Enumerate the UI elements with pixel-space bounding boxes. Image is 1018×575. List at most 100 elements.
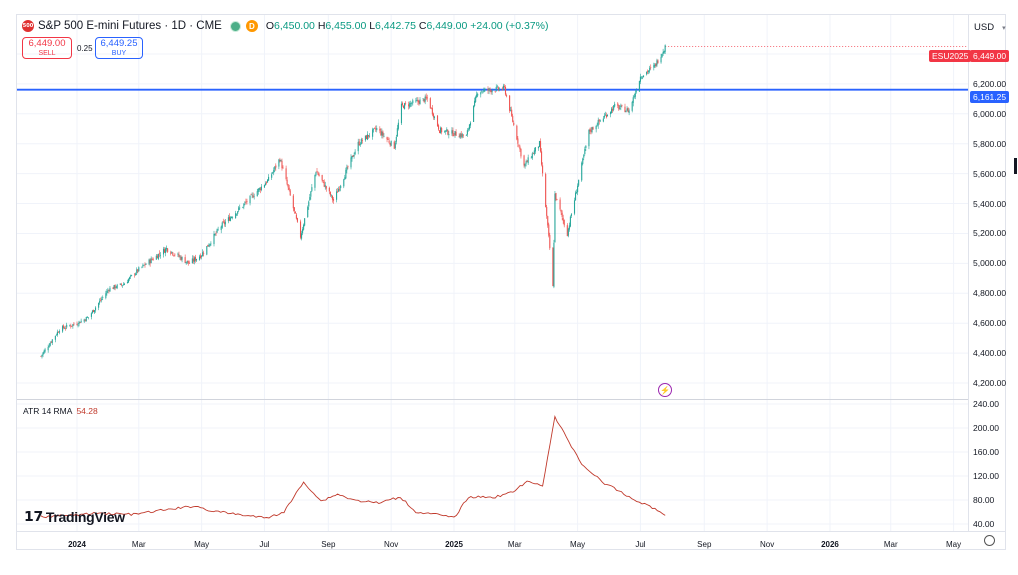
candle-body bbox=[531, 153, 533, 159]
candle-body bbox=[581, 162, 583, 181]
candle-body bbox=[653, 65, 655, 68]
time-axis-label: 2025 bbox=[445, 540, 463, 549]
candle-body bbox=[462, 134, 464, 136]
candle-body bbox=[650, 67, 652, 68]
candle-body bbox=[214, 233, 216, 235]
candle-body bbox=[251, 194, 253, 196]
candle-body bbox=[640, 77, 643, 79]
candle-body bbox=[69, 325, 71, 327]
candle-body bbox=[187, 260, 189, 264]
currency-selector[interactable]: USD ▾ bbox=[974, 22, 1006, 33]
candle-body bbox=[409, 102, 411, 108]
candle-body bbox=[170, 252, 172, 254]
candle-body bbox=[149, 259, 151, 264]
candle-body bbox=[236, 213, 238, 215]
lightning-icon[interactable]: ⚡ bbox=[658, 383, 672, 397]
price-axis-label: 5,200.00 bbox=[973, 228, 1007, 239]
candle-body bbox=[267, 179, 269, 183]
settings-icon[interactable] bbox=[984, 535, 995, 546]
candle-body bbox=[122, 284, 124, 286]
candle-body bbox=[537, 146, 540, 149]
candle-body bbox=[258, 188, 260, 190]
candle-body bbox=[584, 149, 586, 155]
candle-body bbox=[548, 224, 550, 236]
candle-body bbox=[613, 105, 615, 110]
candle-body bbox=[574, 192, 577, 201]
candle-body bbox=[109, 287, 111, 292]
price-axis-label: 6,200.00 bbox=[973, 78, 1007, 89]
candle-body bbox=[460, 133, 462, 137]
candle-body bbox=[304, 218, 306, 226]
symbol-title[interactable]: S&P 500 E-mini Futures · 1D · CME bbox=[38, 20, 222, 32]
sell-button[interactable]: 6,449.00 SELL bbox=[22, 37, 72, 59]
candle-body bbox=[381, 131, 383, 136]
candle-body bbox=[263, 184, 266, 188]
candle-body bbox=[405, 102, 407, 104]
tradingview-logo[interactable]: 𝟭𝟳 TradingView bbox=[24, 508, 125, 525]
candle-body bbox=[40, 356, 42, 357]
candle-body bbox=[93, 310, 96, 313]
candle-body bbox=[496, 86, 498, 88]
time-axis-label: Jul bbox=[635, 540, 646, 549]
candle-body bbox=[361, 140, 363, 141]
candle-body bbox=[465, 135, 467, 136]
atr-legend[interactable]: ATR 14 RMA 54.28 bbox=[23, 406, 98, 416]
candle-body bbox=[100, 300, 102, 301]
candle-body bbox=[238, 207, 240, 211]
candle-body bbox=[345, 169, 347, 179]
time-axis-label: May bbox=[946, 540, 962, 549]
time-axis-label: Nov bbox=[760, 540, 775, 549]
candle-body bbox=[360, 138, 362, 145]
candle-body bbox=[649, 67, 651, 71]
candle-body bbox=[475, 97, 477, 102]
price-axis-label: 4,200.00 bbox=[973, 378, 1007, 389]
candle-body bbox=[347, 166, 349, 168]
candle-body bbox=[92, 309, 95, 313]
candle-body bbox=[215, 233, 217, 234]
candle-body bbox=[337, 191, 339, 193]
candle-body bbox=[162, 248, 165, 255]
buy-button[interactable]: 6,449.25 BUY bbox=[95, 37, 143, 59]
candle-body bbox=[432, 113, 434, 118]
candle-body bbox=[618, 105, 620, 110]
candle-body bbox=[526, 161, 528, 163]
candle-body bbox=[309, 197, 311, 201]
tradingview-logo-text: TradingView bbox=[45, 508, 125, 525]
candle-body bbox=[231, 217, 234, 218]
candle-body bbox=[503, 86, 506, 87]
candle-body bbox=[322, 180, 324, 182]
candle-body bbox=[174, 254, 176, 256]
candle-body bbox=[610, 112, 612, 115]
change-value: +24.00 (+0.37%) bbox=[470, 20, 549, 32]
candle-body bbox=[194, 256, 197, 261]
candle-body bbox=[387, 138, 389, 140]
candle-body bbox=[524, 163, 526, 167]
candle-body bbox=[453, 135, 455, 136]
candle-body bbox=[350, 157, 352, 168]
candle-body bbox=[121, 285, 123, 286]
candle-body bbox=[77, 324, 79, 326]
atr-line bbox=[40, 414, 666, 519]
low-value: 6,442.75 bbox=[375, 20, 416, 32]
candle-body bbox=[497, 87, 499, 90]
candle-body bbox=[611, 108, 613, 114]
candle-body bbox=[159, 254, 161, 256]
candle-body bbox=[602, 118, 604, 122]
candle-body bbox=[646, 71, 648, 75]
candle-body bbox=[654, 64, 656, 67]
candle-body bbox=[567, 228, 569, 236]
atr-value: 54.28 bbox=[76, 406, 98, 416]
candle-body bbox=[422, 98, 424, 99]
candle-body bbox=[280, 160, 282, 162]
atr-axis-label: 40.00 bbox=[973, 519, 995, 529]
candle-body bbox=[466, 130, 468, 135]
candle-body bbox=[308, 201, 310, 207]
candle-body bbox=[78, 321, 80, 325]
candle-body bbox=[532, 153, 534, 155]
time-axis-label: May bbox=[570, 540, 586, 549]
scroll-handle[interactable] bbox=[1014, 158, 1017, 174]
candle-body bbox=[388, 140, 390, 143]
candle-body bbox=[272, 172, 274, 174]
candle-body bbox=[664, 45, 666, 52]
